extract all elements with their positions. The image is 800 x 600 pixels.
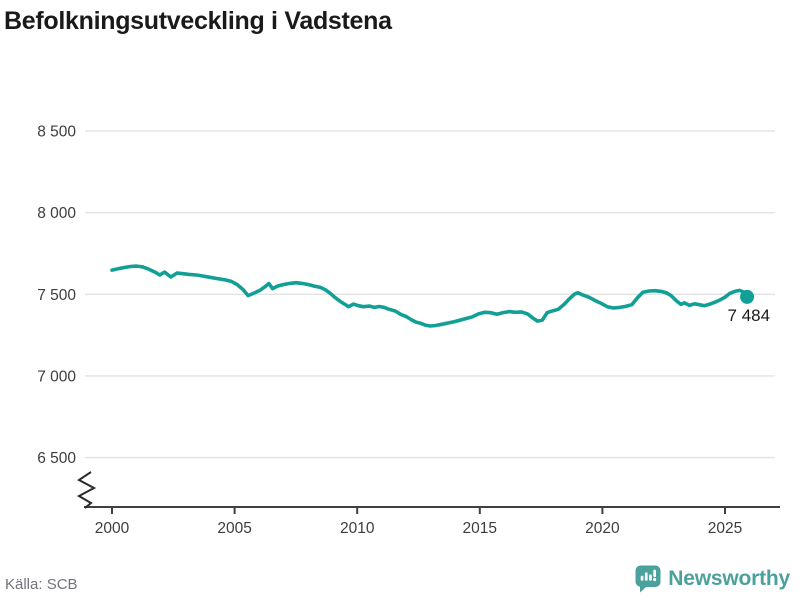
x-axis-tick-label: 2000 [95, 520, 130, 537]
y-axis-tick-label: 8 000 [37, 205, 76, 222]
y-axis-tick-label: 7 500 [37, 287, 76, 304]
source-label: Källa: SCB [5, 576, 78, 593]
y-axis-tick-label: 7 000 [37, 368, 76, 385]
latest-value-dot [740, 289, 755, 304]
latest-value-label: 7 484 [728, 306, 771, 325]
x-axis-tick-label: 2020 [585, 520, 620, 537]
axis-break-icon [76, 471, 97, 509]
x-axis-tick-label: 2005 [217, 520, 251, 537]
newsworthy-logo[interactable]: Newsworthy [635, 565, 790, 593]
x-axis-tick-label: 2015 [463, 520, 497, 537]
chart-title: Befolkningsutveckling i Vadstena [4, 7, 392, 35]
population-line [110, 264, 749, 328]
newsworthy-bubble-chart-icon [635, 565, 661, 593]
y-axis-tick-label: 8 500 [37, 124, 76, 141]
newsworthy-wordmark: Newsworthy [668, 567, 790, 590]
bubble-shape [635, 565, 661, 593]
x-axis-tick-label: 2025 [708, 520, 742, 537]
y-axis-tick-label: 6 500 [37, 450, 76, 467]
x-axis-tick-label: 2010 [340, 520, 375, 537]
